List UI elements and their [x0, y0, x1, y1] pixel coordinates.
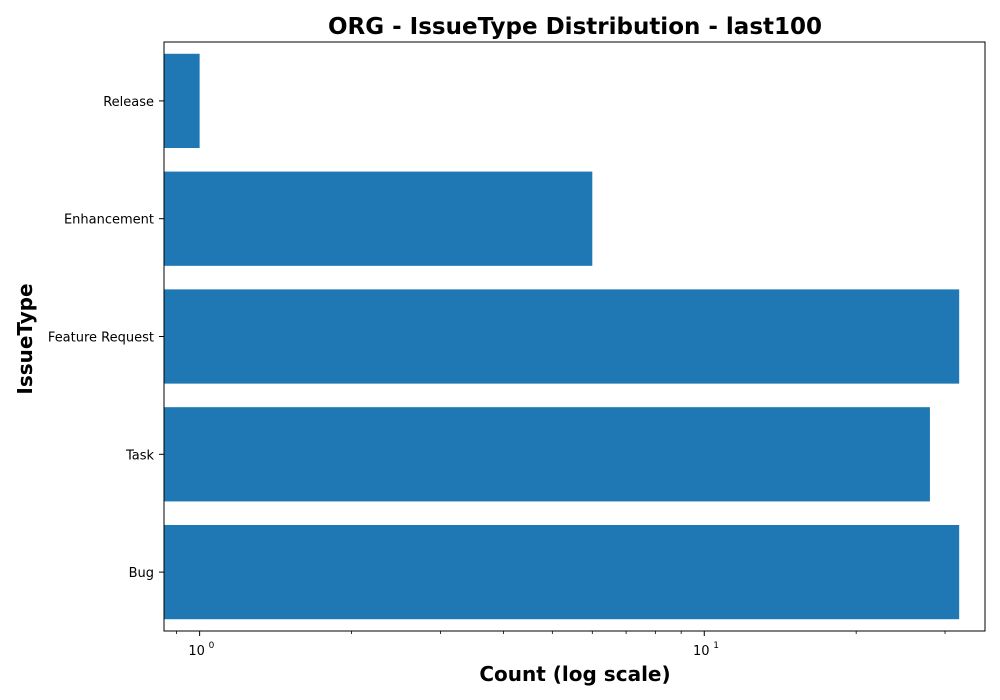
bar-feature-request: [164, 289, 960, 384]
x-axis-label: Count (log scale): [479, 662, 670, 686]
y-tick-label-release: Release: [103, 95, 154, 110]
x-ticks-group: 10 0 10 1: [176, 631, 946, 659]
bar-bug: [164, 524, 960, 620]
x-tick-label-exponent: 1: [713, 641, 719, 651]
bar-task: [164, 407, 930, 502]
x-tick-label: 10: [188, 644, 205, 659]
plot-area-frame: [163, 41, 986, 632]
x-tick-label-exponent: 0: [209, 641, 215, 651]
y-ticks-group: Bug Task Feature Request Enhancement Release: [48, 95, 164, 581]
chart-title: ORG - IssueType Distribution - last100: [328, 14, 822, 40]
y-axis-label: IssueType: [13, 283, 37, 394]
y-tick-label-bug: Bug: [129, 566, 154, 581]
y-tick-label-feature-request: Feature Request: [48, 331, 154, 346]
y-tick-label-enhancement: Enhancement: [64, 213, 154, 228]
bar-release: [164, 53, 200, 149]
x-tick-label: 10: [693, 644, 710, 659]
bar-enhancement: [164, 171, 593, 266]
bars-group: [164, 53, 960, 620]
y-tick-label-task: Task: [125, 448, 155, 463]
